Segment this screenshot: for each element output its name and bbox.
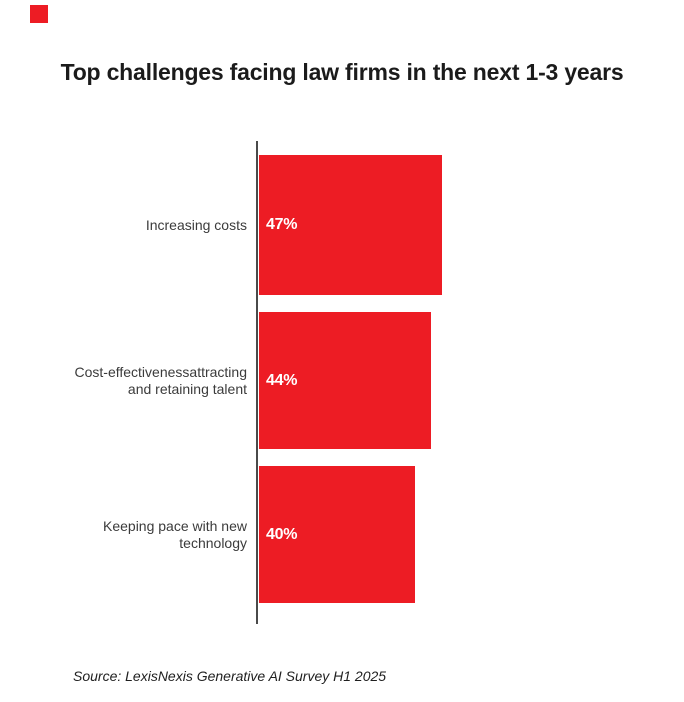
chart-title: Top challenges facing law firms in the n… [60, 59, 624, 85]
category-label-cost-effectiveness: Cost-effectivenessattracting and retaini… [74, 363, 248, 397]
category-label-increasing-costs: Increasing costs [145, 216, 247, 233]
bar-chart: Increasing costs 47% Cost-effectivenessa… [0, 141, 684, 624]
bar-row-keeping-pace: Keeping pace with new technology 40% [0, 466, 684, 603]
value-label-keeping-pace: 40% [266, 525, 298, 543]
bar-row-increasing-costs: Increasing costs 47% [0, 155, 684, 295]
value-label-increasing-costs: 47% [266, 216, 298, 233]
bar-increasing-costs: 47% [259, 155, 442, 295]
bar-row-cost-effectiveness: Cost-effectivenessattracting and retaini… [0, 312, 684, 449]
bar-cost-effectiveness: 44% [259, 312, 431, 449]
source-caption: Source: LexisNexis Generative AI Survey … [73, 668, 387, 684]
y-axis-line [256, 141, 258, 624]
bar-keeping-pace: 40% [259, 466, 415, 603]
category-label-keeping-pace: Keeping pace with new technology [103, 517, 247, 551]
brand-mark [30, 5, 48, 23]
value-label-cost-effectiveness: 44% [266, 371, 298, 389]
